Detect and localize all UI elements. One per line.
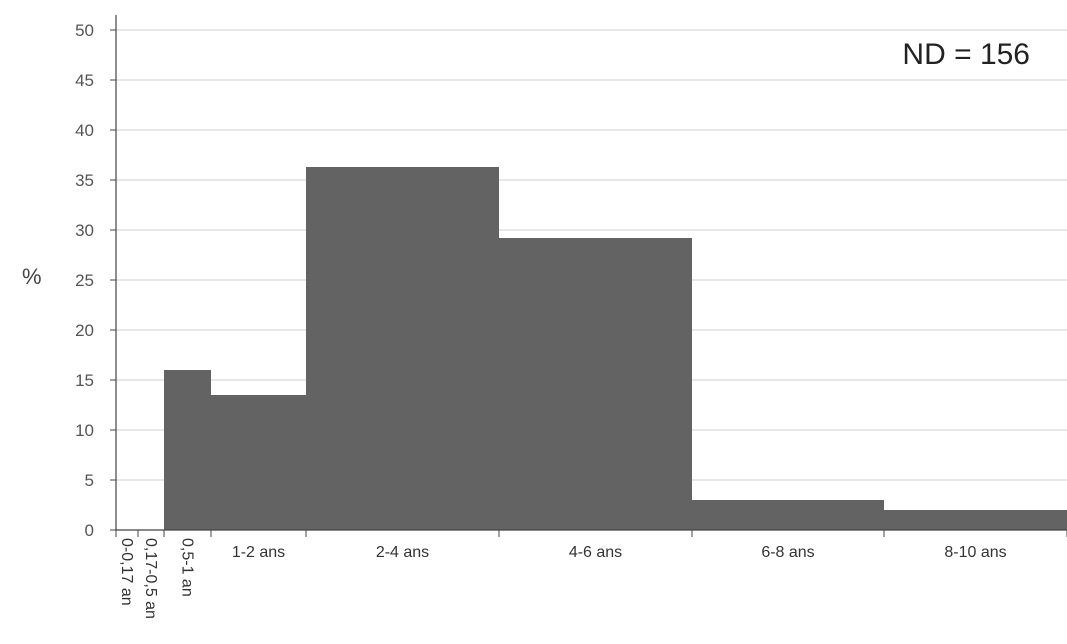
- y-tick-label: 50: [75, 21, 94, 40]
- y-tick-label: 5: [85, 471, 94, 490]
- y-tick-label: 15: [75, 371, 94, 390]
- sample-size-annotation: ND = 156: [902, 38, 1030, 71]
- y-tick-label: 40: [75, 121, 94, 140]
- bar: [884, 510, 1067, 530]
- x-tick-label: 8-10 ans: [944, 544, 1006, 561]
- bar: [164, 370, 211, 530]
- y-tick-label: 35: [75, 171, 94, 190]
- y-tick-label: 20: [75, 321, 94, 340]
- y-tick-label: 10: [75, 421, 94, 440]
- bar: [692, 500, 884, 530]
- x-tick-label: 0-0,17 an: [118, 538, 135, 606]
- bar: [499, 238, 692, 530]
- bar: [306, 167, 499, 530]
- axes: [110, 15, 1067, 537]
- x-tick-label: 6-8 ans: [761, 544, 814, 561]
- x-tick-label: 0,17-0,5 an: [142, 538, 159, 619]
- bars: [164, 167, 1067, 530]
- x-tick-label: 0,5-1 an: [179, 538, 196, 597]
- y-tick-label: 30: [75, 221, 94, 240]
- x-tick-label: 2-4 ans: [376, 544, 429, 561]
- y-tick-label: 45: [75, 71, 94, 90]
- y-tick-labels: 0 5 10 15 20 25 30 35 40 45 50: [75, 21, 94, 540]
- x-tick-label: 1-2 ans: [232, 544, 285, 561]
- x-tick-label: 4-6 ans: [569, 544, 622, 561]
- y-tick-label: 25: [75, 271, 94, 290]
- y-tick-label: 0: [85, 521, 94, 540]
- bar: [211, 395, 306, 530]
- y-axis-label: %: [22, 264, 42, 289]
- x-tick-labels: 0-0,17 an 0,17-0,5 an 0,5-1 an 1-2 ans 2-4 a…: [118, 538, 1007, 619]
